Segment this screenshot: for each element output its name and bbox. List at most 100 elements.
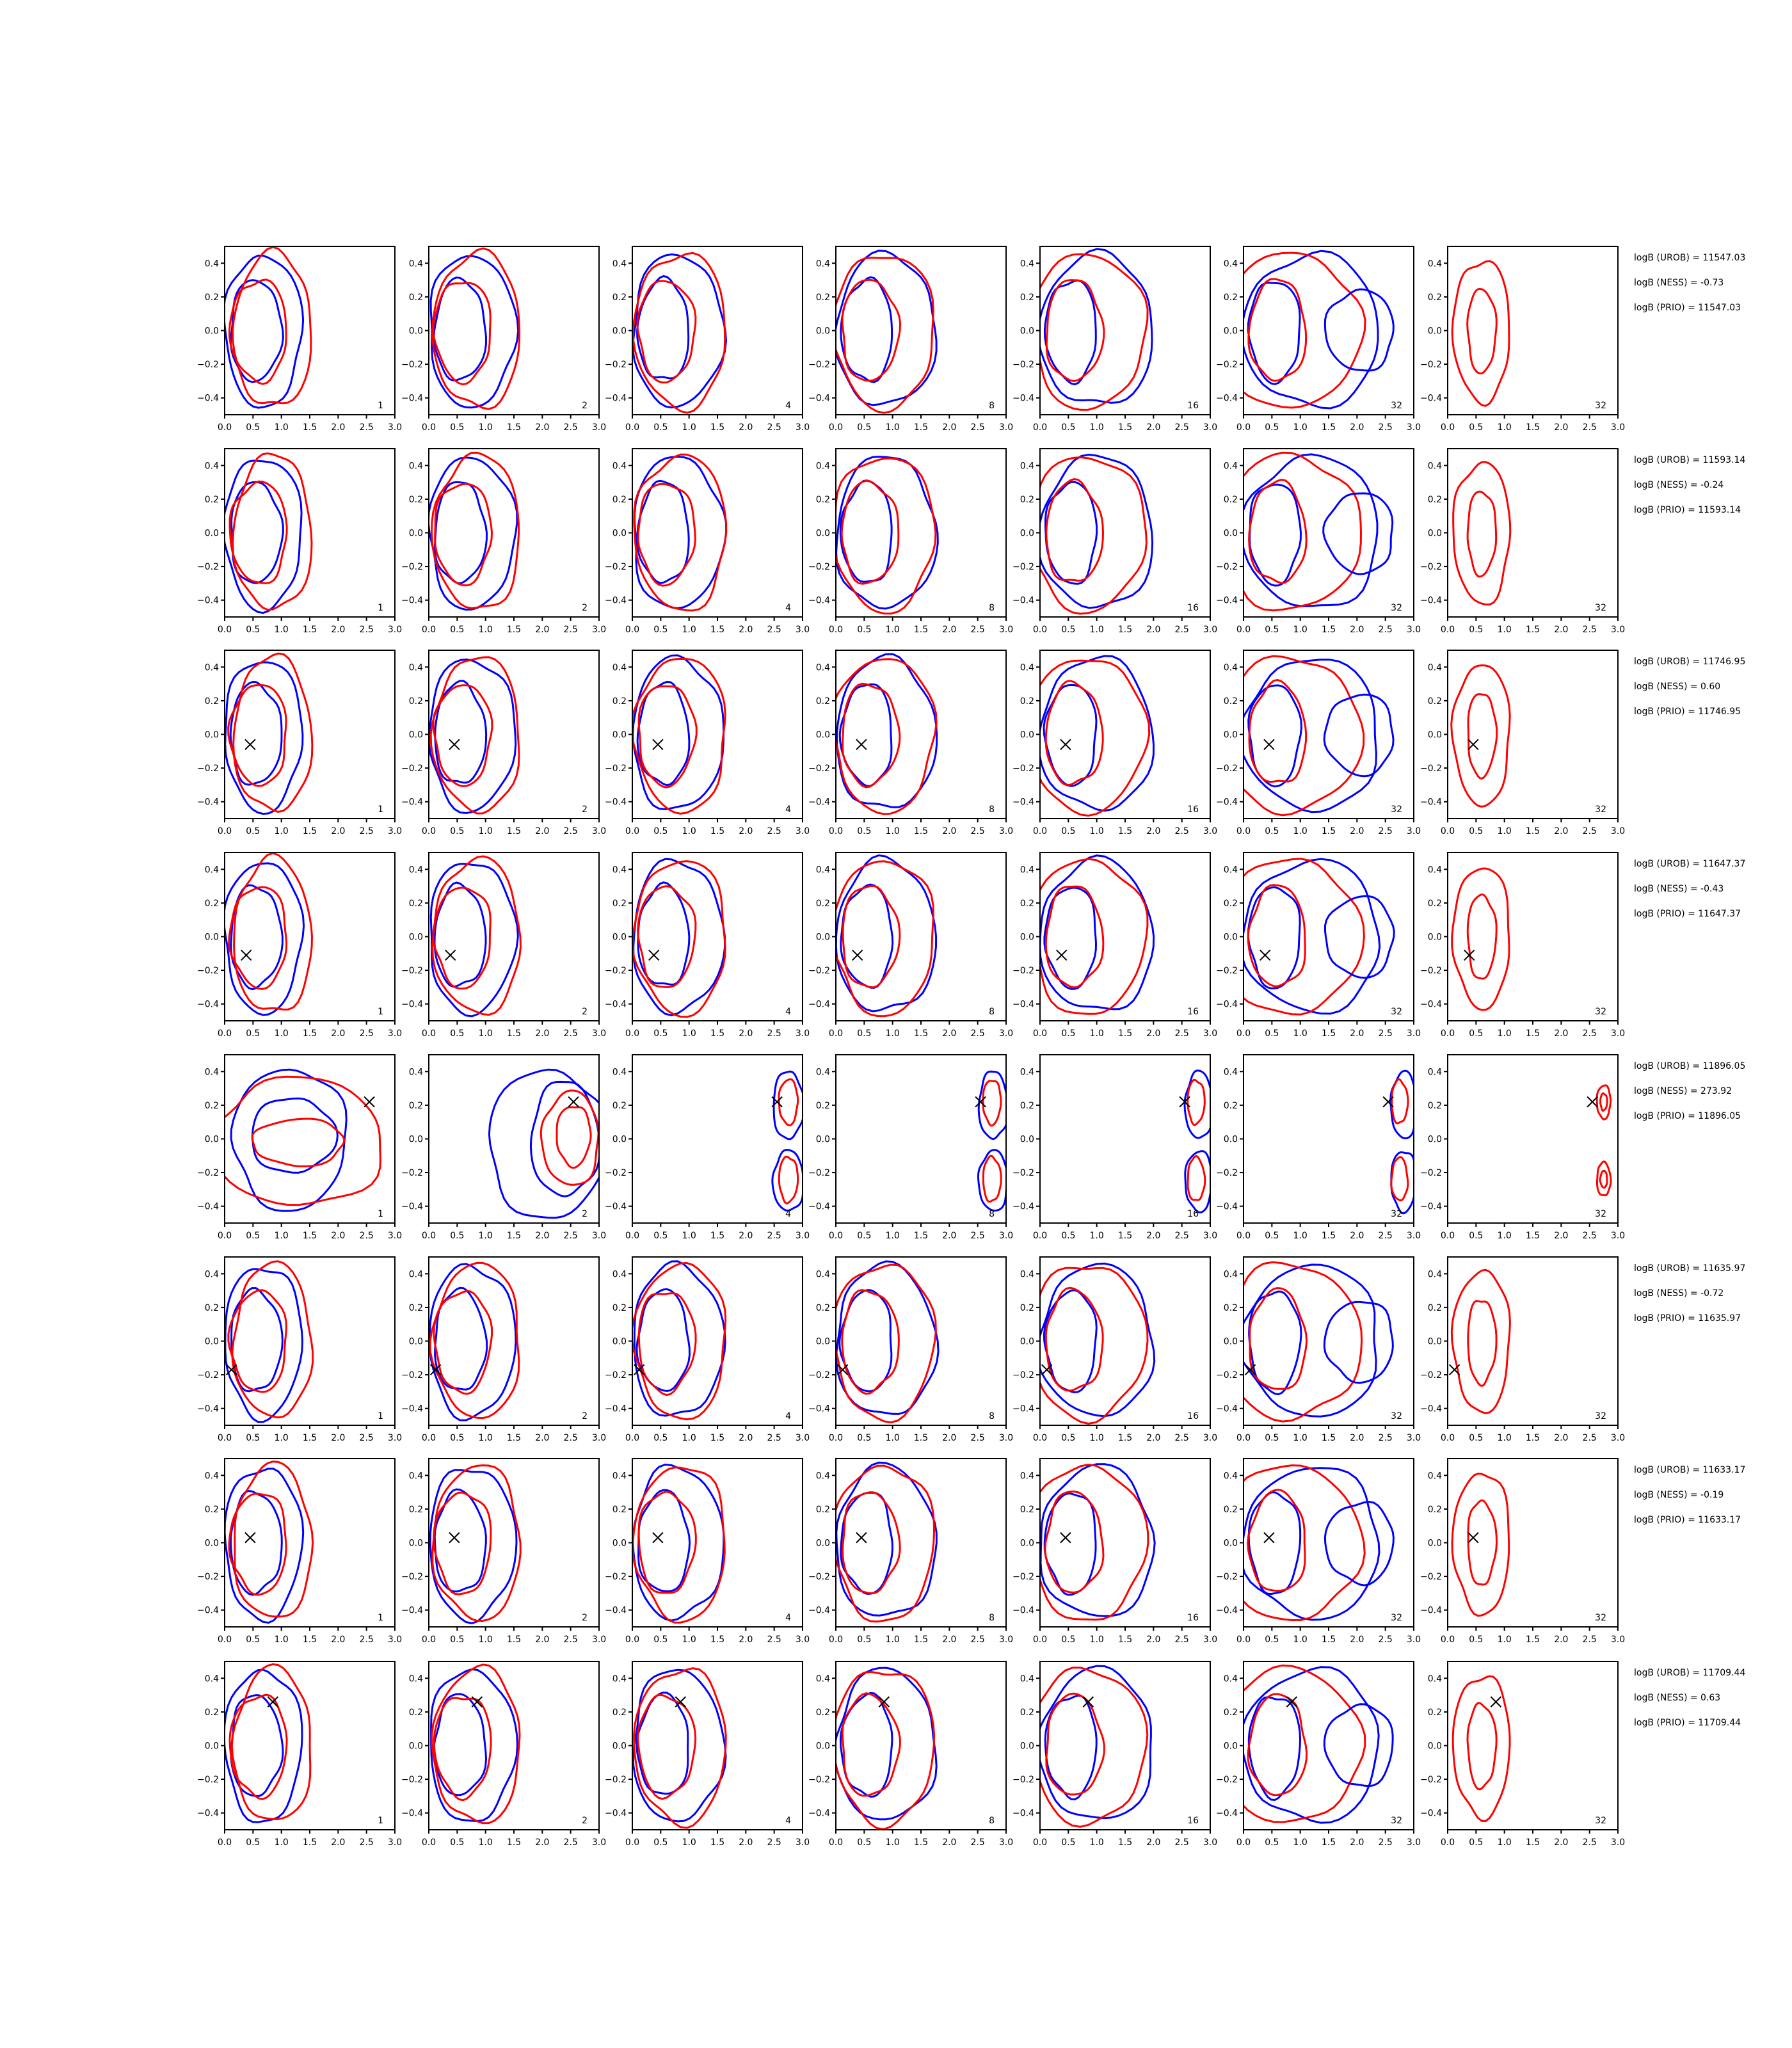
contour-group	[225, 1068, 381, 1212]
y-tick-label: −0.2	[197, 1775, 219, 1785]
x-tick-label: 1.5	[507, 1028, 521, 1039]
contour-group	[429, 1261, 520, 1421]
prio-contour	[228, 1492, 287, 1596]
bayes-factor-text: logB (NESS) = 0.60	[1634, 682, 1720, 692]
panel-number-label: 16	[1187, 603, 1199, 613]
prio-contour	[227, 1289, 287, 1393]
x-tick-label: 3.0	[999, 1837, 1013, 1848]
panel-number-label: 32	[1391, 1816, 1402, 1826]
prio-contour	[1247, 278, 1308, 382]
x-tick-label: 0.0	[218, 1837, 232, 1848]
contour-group	[836, 854, 938, 1018]
panel-r1-c2: 0.0 0.5 1.0 1.5 2.0 2.5 3.0 0.4 0.2 0.0 −0.2 −0.4 2	[401, 246, 606, 433]
y-tick-label: 0.4	[205, 1471, 219, 1481]
prio-contour	[841, 1692, 901, 1797]
panel-number-label: 32	[1391, 1411, 1402, 1421]
x-tick-label: 0.0	[625, 625, 639, 635]
x-tick-label: 0.0	[1033, 625, 1047, 635]
y-tick-label: 0.2	[612, 495, 627, 505]
axes-frame	[428, 1661, 600, 1830]
y-tick-label: −0.4	[197, 797, 219, 808]
x-tick-label: 3.0	[1407, 625, 1421, 635]
panel-number-label: 16	[1187, 1007, 1199, 1017]
prio-contour	[1044, 885, 1105, 989]
prio-contour	[233, 852, 314, 1011]
x-tick-label: 0.0	[422, 1231, 436, 1241]
contour-group	[225, 1663, 312, 1823]
panel-number-label: 32	[1595, 1411, 1606, 1421]
ness-contour	[433, 1488, 487, 1593]
true-value-marker	[1286, 1696, 1298, 1708]
prio-contour	[1244, 858, 1365, 1016]
x-tick-label: 1.0	[1293, 1837, 1308, 1848]
prio-contour	[431, 247, 521, 410]
true-value-marker	[364, 1096, 375, 1108]
axes-frame	[835, 650, 1007, 819]
ness-contour	[633, 1260, 726, 1417]
prio-contour	[842, 1491, 901, 1594]
y-tick-label: 0.4	[1428, 1269, 1442, 1279]
panel-number-label: 16	[1187, 1209, 1199, 1219]
y-tick-label: 0.0	[205, 1539, 219, 1549]
x-tick-label: 1.5	[507, 1635, 521, 1645]
x-tick-label: 2.0	[942, 625, 956, 635]
x-tick-label: 1.0	[886, 1231, 900, 1241]
panel-number-label: 32	[1391, 603, 1402, 613]
contour-group	[429, 656, 520, 815]
y-tick-label: −0.2	[1420, 1775, 1442, 1785]
y-tick-label: −0.4	[605, 394, 627, 404]
panel-number-label: 16	[1187, 804, 1199, 815]
panel-r3-c5: 0.0 0.5 1.0 1.5 2.0 2.5 3.0 0.4 0.2 0.0 −0.2 −0.4 16	[1012, 650, 1217, 836]
x-tick-label: 2.0	[1146, 625, 1160, 635]
x-tick-label: 1.0	[886, 1028, 900, 1039]
y-tick-label: 0.0	[612, 1135, 627, 1145]
prio-contour	[836, 860, 934, 1018]
axes-frame	[1447, 1054, 1619, 1224]
x-tick-label: 0.0	[829, 826, 843, 836]
y-tick-label: 0.4	[612, 259, 627, 269]
y-tick-label: −0.4	[1216, 394, 1238, 404]
prio-contour	[227, 684, 287, 787]
bayes-factor-text: logB (NESS) = -0.24	[1634, 480, 1724, 490]
y-tick-label: 0.2	[1224, 899, 1238, 909]
y-tick-label: 0.2	[1224, 1303, 1238, 1313]
x-tick-label: 1.0	[275, 1231, 289, 1241]
y-tick-label: 0.0	[1428, 1337, 1442, 1347]
panel-r4-c3: 0.0 0.5 1.0 1.5 2.0 2.5 3.0 0.4 0.2 0.0 −0.2 −0.4 4	[605, 852, 810, 1039]
panel-number-label: 1	[378, 1816, 383, 1826]
y-tick-label: −0.4	[401, 1606, 423, 1616]
contour-group	[632, 654, 726, 815]
x-tick-label: 2.0	[739, 1837, 753, 1848]
y-tick-label: 0.4	[409, 259, 423, 269]
y-tick-label: 0.4	[1224, 1067, 1238, 1077]
x-tick-label: 1.5	[303, 1231, 317, 1241]
bayes-factor-text: logB (PRIO) = 11547.03	[1634, 303, 1741, 313]
prio-contour	[228, 278, 287, 385]
prio-contour	[1451, 867, 1510, 1011]
ness-contour	[429, 255, 520, 409]
x-tick-label: 0.5	[1061, 625, 1075, 635]
x-tick-label: 1.5	[710, 1837, 724, 1848]
prio-contour	[1466, 490, 1498, 578]
prio-contour	[1040, 659, 1151, 817]
panel-r8-c7: 0.0 0.5 1.0 1.5 2.0 2.5 3.0 0.4 0.2 0.0 −0.2 −0.4 32	[1420, 1661, 1625, 1848]
prio-contour	[1596, 1084, 1612, 1121]
x-tick-label: 1.5	[1322, 1635, 1336, 1645]
x-tick-label: 1.5	[1118, 1028, 1132, 1039]
panel-r1-c3: 0.0 0.5 1.0 1.5 2.0 2.5 3.0 0.4 0.2 0.0 −0.2 −0.4 4	[605, 246, 810, 433]
ness-contour	[1323, 1300, 1394, 1384]
y-tick-label: 0.0	[1020, 1337, 1034, 1347]
y-tick-label: −0.4	[197, 596, 219, 606]
y-tick-label: −0.4	[1216, 1809, 1238, 1819]
x-tick-label: 0.0	[1033, 1635, 1047, 1645]
prio-contour	[841, 1289, 900, 1395]
y-tick-label: −0.2	[1216, 1168, 1238, 1178]
y-tick-label: −0.2	[1420, 360, 1442, 370]
contour-group	[429, 451, 520, 611]
y-tick-label: 0.2	[612, 1505, 627, 1515]
ness-contour	[251, 1097, 339, 1174]
ness-contour	[1247, 282, 1301, 385]
y-tick-label: −0.4	[808, 797, 830, 808]
ness-contour	[429, 1263, 517, 1421]
x-tick-label: 3.0	[796, 1231, 810, 1241]
